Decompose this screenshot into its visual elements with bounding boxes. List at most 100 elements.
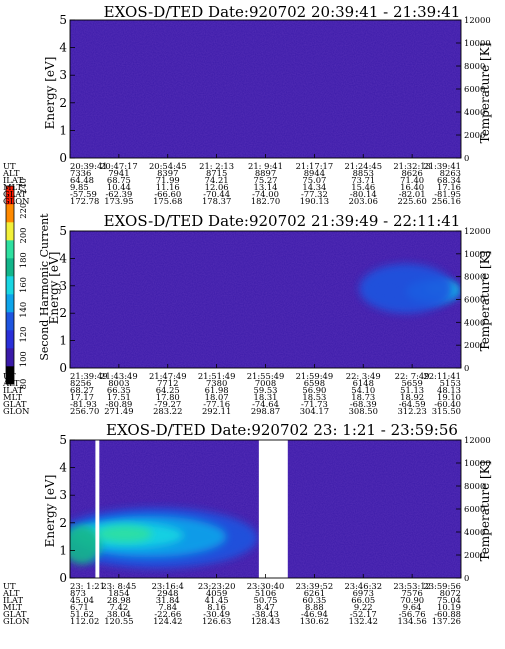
orbit-table-cell: 128.43 [251, 616, 280, 626]
panel-2-y-axis-label: Energy [eV] [47, 252, 61, 325]
orbit-table-cell: 134.56 [397, 616, 426, 626]
orbit-table-cell: 256.70 [70, 406, 99, 416]
orbit-table-cell: 41.45 [205, 595, 229, 605]
orbit-table-cell: 8944 [304, 168, 325, 178]
orbit-row-label: GLON [3, 616, 29, 626]
orbit-table-cell: 18.31 [254, 392, 278, 402]
orbit-table-cell: 71.40 [400, 175, 424, 185]
orbit-table-cell: 8897 [255, 168, 276, 178]
data-gap-1 [258, 440, 288, 578]
right-tick-label: 2000 [464, 130, 485, 140]
y-tick-label: 5 [59, 224, 67, 238]
panel-3-y-axis-label: Energy [eV] [43, 475, 57, 548]
orbit-table-cell: 8626 [401, 168, 422, 178]
orbit-table-cell: 66.35 [107, 385, 131, 395]
orbit-table-cell: -82.01 [399, 189, 426, 199]
orbit-table-cell: 173.95 [104, 196, 133, 206]
right-tick-label: 0 [464, 153, 469, 163]
orbit-row-label: GLON [3, 406, 29, 416]
orbit-table-cell: 7.84 [158, 602, 177, 612]
orbit-table-cell: -68.39 [350, 399, 377, 409]
colorbar-block [6, 258, 14, 277]
orbit-table-cell: -52.17 [350, 609, 377, 619]
orbit-row-label: ALT [2, 378, 20, 388]
orbit-table-cell: 8.88 [305, 602, 324, 612]
orbit-table-cell: 308.50 [349, 406, 378, 416]
right-tick-label: 6000 [464, 84, 485, 94]
orbit-table-cell: -74.00 [252, 189, 279, 199]
orbit-table-cell: 16.40 [400, 182, 424, 192]
orbit-table-cell: 23:53:12 [393, 581, 431, 591]
y-tick-label: 3 [59, 279, 67, 293]
orbit-table-cell: 64.25 [156, 385, 180, 395]
orbit-table-cell: 18.07 [205, 392, 229, 402]
orbit-table-cell: 74.21 [205, 175, 229, 185]
y-tick-label: 2 [59, 516, 67, 530]
colorbar-label: Second Harmonic Current [38, 213, 51, 361]
orbit-table-cell: 21: 9:41 [248, 161, 283, 171]
orbit-table-cell: 64.48 [70, 175, 94, 185]
orbit-table-cell: 203.06 [349, 196, 378, 206]
right-tick-label: 0 [464, 363, 469, 373]
right-tick-label: 10000 [464, 458, 491, 468]
orbit-table-cell: 283.22 [153, 406, 182, 416]
orbit-table-cell: 7336 [70, 168, 91, 178]
colorbar-tick-label: 160 [18, 277, 28, 293]
orbit-table-cell: 137.26 [432, 616, 461, 626]
orbit-table-cell: 56.90 [302, 385, 326, 395]
orbit-table-cell: 225.60 [397, 196, 426, 206]
orbit-table-cell: -71.73 [301, 399, 328, 409]
y-tick-label: 4 [59, 251, 67, 265]
orbit-table-cell: 8003 [108, 378, 129, 388]
orbit-table-cell: 190.13 [300, 196, 329, 206]
colorbar-scale [6, 186, 14, 385]
orbit-table-cell: 70.90 [400, 595, 424, 605]
orbit-row-label: GLAT [3, 609, 27, 619]
panel-2-right-axis-label: Temperature [K] [478, 251, 492, 352]
colorbar: 80 100 120 140 160 180 200 220 240 Second Harmon… [5, 178, 51, 389]
orbit-table-cell: -30.49 [203, 609, 230, 619]
orbit-table-cell: -66.60 [154, 189, 181, 199]
orbit-table-cell: 6148 [353, 378, 374, 388]
orbit-row-label: MLT [3, 392, 22, 402]
right-tick-label: 8000 [464, 481, 485, 491]
orbit-table-cell: 22: 3:49 [346, 371, 381, 381]
orbit-table-cell: 59.53 [254, 385, 278, 395]
orbit-table-cell: 298.87 [251, 406, 280, 416]
orbit-row-label: UT [3, 371, 16, 381]
colorbar-tick-label: 240 [18, 178, 28, 194]
orbit-table-cell: 17.80 [156, 392, 180, 402]
orbit-table-cell: 5153 [440, 378, 461, 388]
orbit-table-cell: 23:39:52 [296, 581, 334, 591]
y-tick-label: 1 [59, 334, 67, 348]
panel-3-right-axis-label: Temperature [K] [478, 461, 492, 562]
y-tick-label: 0 [59, 151, 67, 165]
orbit-table-cell: 315.50 [432, 406, 461, 416]
colorbar-tick-label: 140 [18, 302, 28, 318]
panel-1-title: EXOS-D/TED Date:920702 20:39:41 - 21:39:… [104, 3, 461, 21]
orbit-table-cell: 21:51:49 [198, 371, 236, 381]
orbit-table-cell: 22:11:41 [423, 371, 461, 381]
y-tick-label: 1 [59, 123, 67, 137]
y-tick-label: 3 [59, 488, 67, 502]
orbit-table-cell: 10.44 [107, 182, 131, 192]
colorbar-tick-label: 120 [18, 327, 28, 343]
orbit-table-cell: 23:30:40 [247, 581, 285, 591]
orbit-table-cell: 175.68 [153, 196, 182, 206]
y-tick-label: 2 [59, 306, 67, 320]
y-tick-label: 2 [59, 96, 67, 110]
y-tick-label: 0 [59, 571, 67, 585]
orbit-row-label: ALT [2, 168, 20, 178]
intensity-region-3 [70, 525, 102, 565]
right-tick-label: 4000 [464, 527, 485, 537]
orbit-table-cell: 68.34 [437, 175, 461, 185]
orbit-table-cell: 4059 [206, 588, 227, 598]
orbit-table-cell: 120.55 [104, 616, 133, 626]
panel-3: EXOS-D/TED Date:920702 23: 1:21 - 23:59:… [2, 421, 492, 626]
right-tick-label: 8000 [464, 272, 485, 282]
orbit-table-cell: -79.27 [154, 399, 181, 409]
right-tick-label: 12000 [464, 435, 491, 445]
